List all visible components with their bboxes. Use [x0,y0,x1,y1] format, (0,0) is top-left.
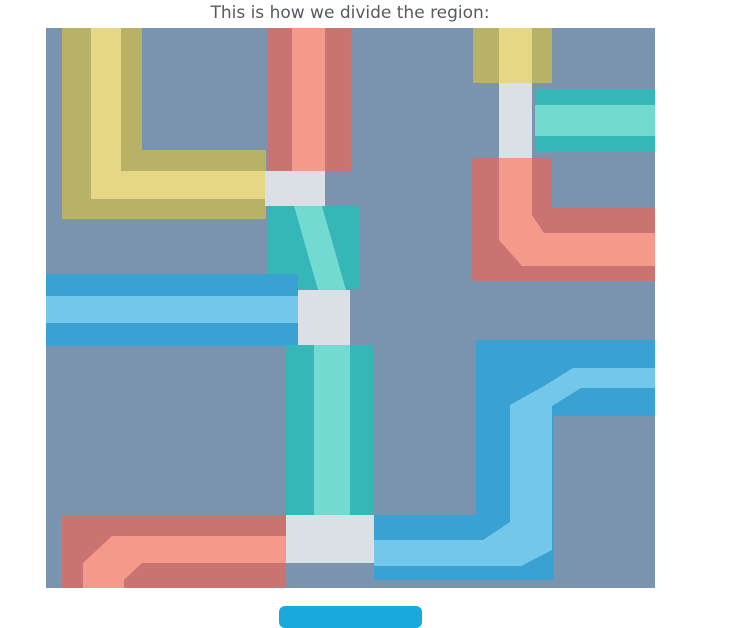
yellow-inner-shape [499,28,532,83]
blue-path-left [46,274,298,346]
caption-text: This is how we divide the region: [210,3,490,23]
yellow-path-top-left [62,28,266,219]
red-path-top-center [268,28,351,171]
junction-middle [298,290,350,345]
teal-inner-shape [314,345,350,515]
blue-path-bottom-right [374,340,655,580]
red-inner-shape [499,158,655,266]
teal-path-right [535,89,655,152]
yellow-inner-shape [91,171,266,199]
red-inner-shape [83,536,286,588]
yellow-inner-shape [91,28,121,199]
teal-inner-shape [535,105,655,136]
red-inner-shape [292,28,325,171]
junction-bottom [286,515,376,563]
continue-button[interactable] [279,606,422,628]
blue-inner-shape [46,296,298,323]
teal-inner-shape [294,206,346,290]
red-path-bottom-left [62,515,286,588]
region-division-illustration [46,28,655,588]
junction-top [265,171,325,206]
junction-top-right [499,83,532,163]
blue-inner-shape [374,368,655,566]
teal-path-center-lower [286,345,374,515]
region-map-svg [46,28,655,588]
red-path-right [472,158,655,281]
yellow-path-top-right [473,28,552,83]
